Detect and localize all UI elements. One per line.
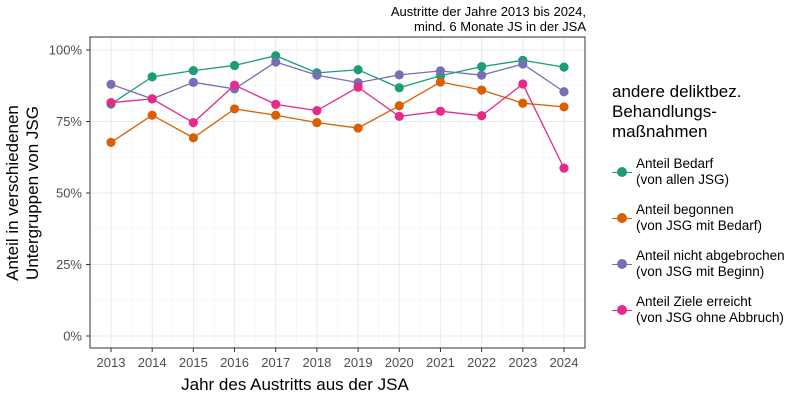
x-tick-label: 2023 (508, 355, 537, 370)
data-point (106, 98, 116, 108)
y-tick-label: 75% (56, 114, 82, 129)
x-tick-label: 2021 (426, 355, 455, 370)
data-point (353, 65, 363, 75)
data-point (271, 51, 281, 61)
data-point (435, 77, 446, 87)
data-point (435, 106, 446, 116)
data-point (477, 85, 487, 95)
data-point (394, 101, 404, 111)
data-point (559, 102, 569, 112)
data-point (229, 80, 240, 90)
data-point (394, 70, 404, 80)
y-tick-label: 25% (56, 257, 82, 272)
data-point (147, 94, 157, 104)
data-point (106, 137, 116, 147)
data-point (147, 72, 157, 82)
legend-label: Anteil Bedarf (von allen JSG) (636, 156, 730, 187)
legend-key (612, 208, 632, 228)
data-point (229, 60, 240, 71)
series-line-0 (110, 55, 565, 105)
data-point (312, 118, 322, 128)
data-point (312, 70, 322, 80)
legend-title: andere deliktbez. Behandlungs- maßnahmen (612, 82, 742, 141)
x-tick-label: 2017 (261, 355, 290, 370)
series-line-3 (110, 83, 565, 169)
data-point (188, 65, 198, 76)
data-point (477, 111, 487, 121)
data-point (188, 77, 198, 87)
y-tick-label: 50% (56, 186, 82, 201)
data-point (477, 70, 487, 80)
data-point (271, 110, 281, 120)
data-point (518, 79, 528, 89)
x-tick-label: 2014 (138, 355, 167, 370)
data-point (229, 104, 240, 114)
chart-subtitle: Austritte der Jahre 2013 bis 2024, mind.… (390, 4, 586, 34)
legend-label: Anteil Ziele erreicht (von JSG ohne Abbr… (636, 294, 784, 325)
legend-item: Anteil Bedarf (von allen JSG) (612, 152, 785, 192)
data-point (271, 99, 281, 109)
series-line-2 (110, 61, 565, 100)
data-point (271, 57, 281, 67)
legend-label: Anteil begonnen (von JSG mit Bedarf) (636, 202, 763, 233)
x-axis-label: Jahr des Austritts aus der JSA (181, 375, 409, 394)
series-line-1 (110, 81, 565, 143)
data-point (147, 110, 157, 120)
legend-key (612, 162, 632, 182)
data-point (477, 61, 487, 72)
legend-item: Anteil Ziele erreicht (von JSG ohne Abbr… (612, 290, 785, 330)
data-point (394, 111, 404, 121)
x-tick-label: 2018 (302, 355, 331, 370)
data-point (394, 83, 404, 93)
legend-item: Anteil nicht abgebrochen (von JSG mit Be… (612, 244, 785, 284)
data-point (559, 87, 569, 97)
x-tick-label: 2024 (550, 355, 579, 370)
y-tick-label: 100% (49, 43, 83, 58)
y-tick-label: 0% (63, 329, 82, 344)
legend-key (612, 300, 632, 320)
x-tick-label: 2020 (385, 355, 414, 370)
y-axis-label-line1: Anteil in verschiedenen (3, 105, 22, 281)
data-point (106, 79, 116, 89)
y-axis-label-line2: Untergruppen von JSG (23, 106, 42, 280)
data-point (353, 123, 363, 133)
data-point (353, 82, 363, 92)
legend-label: Anteil nicht abgebrochen (von JSG mit Be… (636, 248, 785, 279)
legend-item: Anteil begonnen (von JSG mit Bedarf) (612, 198, 785, 238)
data-point (518, 59, 528, 69)
x-tick-label: 2016 (220, 355, 249, 370)
legend: andere deliktbez. Behandlungs- maßnahmen… (612, 82, 785, 336)
data-point (435, 66, 446, 76)
x-tick-label: 2022 (467, 355, 496, 370)
data-point (559, 62, 569, 72)
data-point (559, 163, 569, 173)
x-tick-label: 2015 (179, 355, 208, 370)
data-point (518, 98, 528, 108)
data-point (188, 118, 198, 128)
x-tick-label: 2019 (344, 355, 373, 370)
data-point (188, 133, 198, 143)
x-tick-label: 2013 (97, 355, 126, 370)
legend-key (612, 254, 632, 274)
data-point (312, 106, 322, 116)
